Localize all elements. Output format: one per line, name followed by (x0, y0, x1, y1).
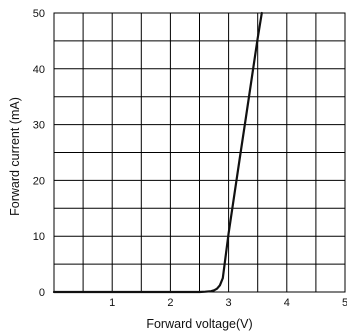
x-tick-label: 4 (284, 297, 290, 309)
x-tick-label: 5 (342, 297, 347, 309)
x-axis-title: Forward voltage(V) (146, 317, 252, 331)
y-tick-label: 30 (33, 120, 45, 132)
y-tick-labels: 0 10 20 30 40 50 (33, 8, 45, 299)
x-tick-label: 2 (167, 297, 173, 309)
y-tick-label: 20 (33, 175, 45, 187)
series-line (52, 11, 263, 294)
y-tick-label: 50 (33, 8, 45, 20)
x-tick-label: 3 (226, 297, 232, 309)
y-tick-label: 40 (33, 64, 45, 76)
y-tick-label: 0 (39, 287, 45, 299)
y-axis-title: Forward current (mA) (8, 97, 22, 216)
x-tick-labels: 1 2 3 4 5 (109, 297, 347, 309)
y-tick-label: 10 (33, 231, 45, 243)
grid-lines (54, 13, 345, 292)
x-tick-label: 1 (109, 297, 115, 309)
